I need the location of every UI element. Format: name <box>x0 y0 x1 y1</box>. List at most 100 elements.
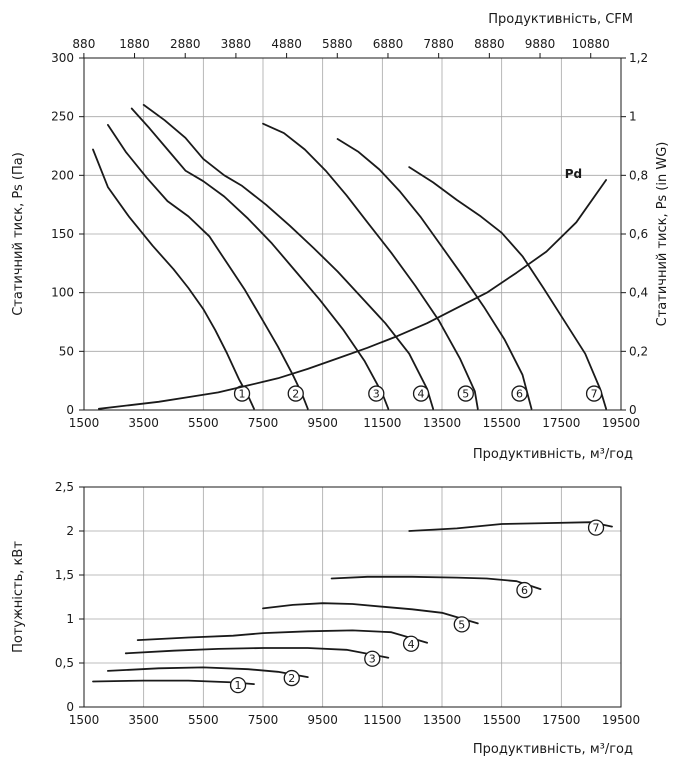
marker-circle <box>402 635 420 652</box>
y-tick-label: 1 <box>66 612 74 626</box>
x-tick-label: 3500 <box>128 416 159 430</box>
pressure-curve-1 <box>92 148 255 410</box>
pressure-curve-2 <box>107 124 309 410</box>
x-tick-label: 3500 <box>128 713 159 727</box>
marker-label: 6 <box>521 584 528 597</box>
curve-number-marker-7: 7 <box>587 519 605 536</box>
top-tick-label: 4880 <box>271 37 302 51</box>
x-tick-label: 5500 <box>188 713 219 727</box>
marker-label: 1 <box>235 679 242 692</box>
x-tick-label: 15500 <box>483 713 521 727</box>
marker-label: 3 <box>369 653 376 666</box>
power-curve-6 <box>330 575 542 590</box>
curve-number-marker-5: 5 <box>453 616 470 633</box>
x-tick-label: 1500 <box>69 416 100 430</box>
top-tick-label: 5880 <box>322 37 353 51</box>
x-axis-title: Продуктивність, м³/год <box>473 447 633 462</box>
y-tick-label: 1,5 <box>55 568 74 582</box>
y-tick-label: 2 <box>66 524 74 538</box>
power-curve-3 <box>124 647 390 659</box>
x-tick-label: 7500 <box>248 416 279 430</box>
curve-number-marker-6: 6 <box>516 581 533 599</box>
pressure-curve-6 <box>336 138 533 410</box>
right-tick-label: 0,8 <box>629 168 648 182</box>
curve-number-marker-4: 4 <box>402 635 420 652</box>
x-tick-label: 13500 <box>423 416 461 430</box>
x-tick-label: 5500 <box>188 416 219 430</box>
x-tick-label: 11500 <box>363 713 401 727</box>
curve-number-marker-1: 1 <box>229 676 247 694</box>
top-tick-label: 1880 <box>119 37 150 51</box>
right-tick-label: 0,4 <box>629 286 648 300</box>
power-curve-1 <box>92 679 255 685</box>
right-tick-label: 0,6 <box>629 227 648 241</box>
curve-number-marker-5: 5 <box>457 385 474 402</box>
top-tick-label: 9880 <box>525 37 556 51</box>
marker-circle <box>283 669 300 687</box>
y-tick-label: 0 <box>66 403 74 417</box>
marker-circle <box>229 676 247 694</box>
y-tick-label: 0 <box>66 700 74 714</box>
x-tick-label: 15500 <box>483 416 521 430</box>
x-tick-label: 19500 <box>602 713 640 727</box>
right-tick-label: 0,2 <box>629 344 648 358</box>
marker-circle <box>364 650 381 667</box>
y-axis-title: Потужність, кВт <box>11 541 26 653</box>
x-tick-label: 17500 <box>542 416 580 430</box>
curve-number-marker-4: 4 <box>412 385 430 402</box>
y-tick-label: 100 <box>51 286 74 300</box>
pressure-chart: 1500 3500 5500 7500 9500 11500 13500 15500 17500… <box>11 12 670 462</box>
top-axis-title: Продуктивність, CFM <box>488 12 633 27</box>
curve-number-marker-2: 2 <box>283 669 300 687</box>
series-label-pd: Pd <box>565 167 582 181</box>
top-tick-label: 880 <box>72 37 95 51</box>
power-chart: 1500 3500 5500 7500 9500 11500 13500 15500 17500… <box>11 480 640 757</box>
marker-label: 1 <box>239 388 246 401</box>
top-tick-label: 8880 <box>474 37 505 51</box>
pressure-curve-3 <box>130 107 390 410</box>
right-tick-label: 1 <box>629 110 637 124</box>
marker-circle <box>516 581 533 599</box>
marker-label: 7 <box>591 388 598 401</box>
x-tick-label: 17500 <box>542 713 580 727</box>
marker-label: 5 <box>458 618 465 631</box>
marker-circle <box>453 616 470 633</box>
x-tick-label: 19500 <box>602 416 640 430</box>
curve-number-marker-3: 3 <box>368 385 385 402</box>
marker-circle <box>368 385 385 402</box>
x-tick-label: 1500 <box>69 713 100 727</box>
top-tick-label: 6880 <box>373 37 404 51</box>
marker-label: 4 <box>418 388 425 401</box>
marker-label: 6 <box>516 388 523 401</box>
y-tick-label: 200 <box>51 168 74 182</box>
curve-number-marker-2: 2 <box>287 385 304 402</box>
marker-circle <box>511 385 528 402</box>
pressure-curve-Pd <box>98 179 607 410</box>
y-tick-label: 150 <box>51 227 74 241</box>
marker-label: 3 <box>373 388 380 401</box>
marker-label: 5 <box>462 388 469 401</box>
power-curve-7 <box>408 521 613 532</box>
marker-circle <box>287 385 304 402</box>
marker-circle <box>412 385 430 402</box>
top-tick-label: 2880 <box>170 37 201 51</box>
right-tick-label: 0 <box>629 403 637 417</box>
marker-circle <box>587 519 605 536</box>
marker-circle <box>585 385 603 402</box>
marker-label: 4 <box>408 638 415 651</box>
pressure-curve-7 <box>408 166 607 410</box>
power-curve-4 <box>136 629 428 644</box>
right-axis-title: Статичний тиск, Ps (in WG) <box>655 142 670 327</box>
y-tick-label: 250 <box>51 110 74 124</box>
curve-number-marker-6: 6 <box>511 385 528 402</box>
x-axis-title: Продуктивність, м³/год <box>473 742 633 757</box>
curve-number-marker-3: 3 <box>364 650 381 667</box>
marker-label: 7 <box>593 522 600 535</box>
y-axis-title: Статичний тиск, Ps (Па) <box>11 152 26 316</box>
top-tick-label: 3880 <box>221 37 252 51</box>
y-tick-label: 2,5 <box>55 480 74 494</box>
power-curve-2 <box>107 666 309 678</box>
curve-number-marker-7: 7 <box>585 385 603 402</box>
x-tick-label: 7500 <box>248 713 279 727</box>
